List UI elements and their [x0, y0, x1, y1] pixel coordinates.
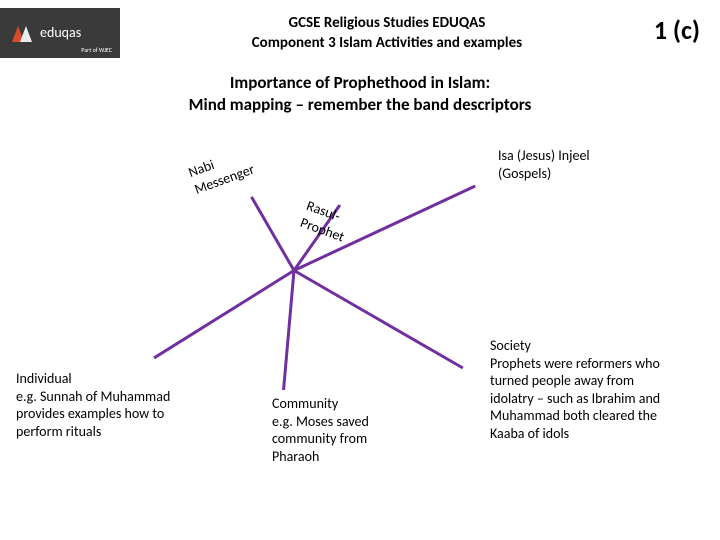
society-line1: Society [490, 337, 710, 355]
isa-line1: Isa (Jesus) Injeel [498, 147, 698, 165]
community-line4: Pharaoh [272, 448, 442, 466]
community-line2: e.g. Moses saved [272, 413, 442, 431]
node-nabi: Nabi Messenger [186, 165, 249, 200]
node-community: Community e.g. Moses saved community fro… [272, 395, 442, 465]
subtitle-line-1: Importance of Prophethood in Islam: [0, 72, 720, 94]
society-line4: idolatry – such as Ibrahim and [490, 390, 710, 408]
subtitle: Importance of Prophethood in Islam: Mind… [0, 72, 720, 116]
node-isa: Isa (Jesus) Injeel (Gospels) [498, 147, 698, 182]
title-line-1: GCSE Religious Studies EDUQAS [120, 14, 654, 34]
individual-line3: provides examples how to [16, 405, 216, 423]
mind-map: Nabi Messenger Rasul- Prophet Isa (Jesus… [0, 135, 720, 535]
community-line1: Community [272, 395, 442, 413]
logo-brand: eduqas [40, 26, 81, 40]
logo-subtext: Part of WJEC [81, 46, 112, 54]
spoke-nabi [250, 196, 295, 271]
individual-line1: Individual [16, 370, 216, 388]
community-line3: community from [272, 430, 442, 448]
society-line2: Prophets were reformers who [490, 355, 710, 373]
title-line-2: Component 3 Islam Activities and example… [120, 34, 654, 54]
page-title: GCSE Religious Studies EDUQAS Component … [120, 8, 654, 53]
node-society: Society Prophets were reformers who turn… [490, 337, 710, 442]
logo-icon [10, 20, 36, 46]
spoke-community [282, 270, 295, 390]
eduqas-logo: eduqas Part of WJEC [0, 8, 120, 58]
individual-line2: e.g. Sunnah of Muhammad [16, 388, 216, 406]
subtitle-line-2: Mind mapping – remember the band descrip… [0, 94, 720, 116]
page-number: 1 (c) [654, 8, 700, 46]
society-line5: Muhammad both cleared the [490, 407, 710, 425]
spoke-individual [153, 269, 295, 359]
individual-line4: perform rituals [16, 423, 216, 441]
society-line6: Kaaba of idols [490, 425, 710, 443]
isa-line2: (Gospels) [498, 165, 698, 183]
node-rasul: Rasul- Prophet [310, 197, 356, 232]
spoke-society [293, 269, 463, 369]
society-line3: turned people away from [490, 372, 710, 390]
node-individual: Individual e.g. Sunnah of Muhammad provi… [16, 370, 216, 440]
logo-text: eduqas [36, 26, 81, 40]
header: eduqas Part of WJEC GCSE Religious Studi… [0, 0, 720, 58]
